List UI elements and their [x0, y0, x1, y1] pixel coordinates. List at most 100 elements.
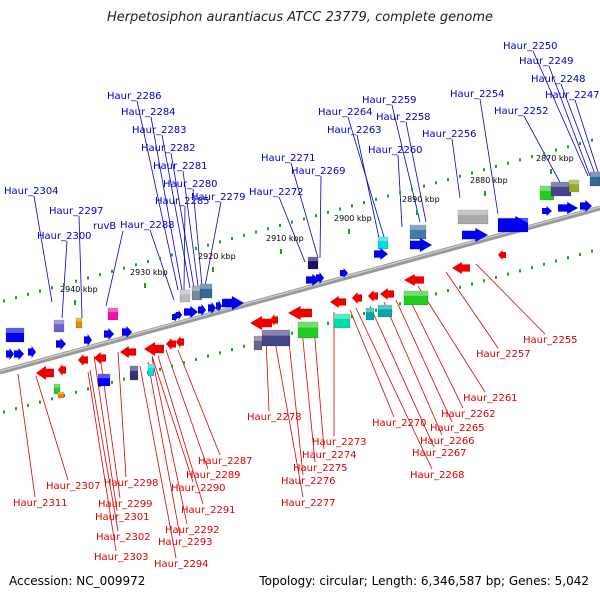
- gene-block[interactable]: [365, 307, 375, 321]
- reverse-gene-arrow[interactable]: [288, 306, 312, 320]
- bottom-gene-label[interactable]: Haur_2293: [158, 537, 213, 548]
- top-gene-label[interactable]: Haur_2247: [545, 90, 600, 101]
- reverse-gene-arrow[interactable]: [380, 288, 394, 300]
- gene-block[interactable]: [179, 289, 191, 303]
- bottom-gene-label[interactable]: Haur_2261: [463, 393, 518, 404]
- gene-block[interactable]: [53, 319, 65, 333]
- forward-gene-arrow[interactable]: [104, 328, 114, 340]
- forward-gene-arrow[interactable]: [374, 248, 388, 260]
- bottom-gene-label[interactable]: Haur_2257: [476, 349, 531, 360]
- bottom-gene-label[interactable]: Haur_2290: [171, 483, 226, 494]
- gene-block[interactable]: [403, 290, 429, 306]
- bottom-gene-label[interactable]: Haur_2262: [441, 409, 496, 420]
- gene-block[interactable]: [457, 209, 489, 225]
- bottom-gene-label[interactable]: Haur_2278: [247, 412, 302, 423]
- gene-block[interactable]: [377, 236, 389, 250]
- top-gene-label[interactable]: Haur_2304: [4, 186, 59, 197]
- bottom-gene-label[interactable]: Haur_2292: [165, 525, 220, 536]
- gene-block[interactable]: [409, 224, 427, 240]
- bottom-gene-label[interactable]: Haur_2301: [95, 512, 150, 523]
- reverse-gene-arrow[interactable]: [78, 354, 88, 366]
- reverse-gene-arrow[interactable]: [270, 314, 278, 326]
- forward-gene-arrow[interactable]: [498, 216, 528, 230]
- top-gene-label[interactable]: Haur_2283: [132, 125, 187, 136]
- forward-gene-arrow[interactable]: [198, 304, 206, 316]
- forward-gene-arrow[interactable]: [462, 228, 488, 242]
- top-gene-label[interactable]: Haur_2281: [153, 161, 208, 172]
- forward-gene-arrow[interactable]: [84, 334, 92, 346]
- gene-block[interactable]: [377, 304, 393, 318]
- forward-gene-arrow[interactable]: [558, 202, 578, 214]
- forward-gene-arrow[interactable]: [172, 312, 178, 322]
- top-gene-label[interactable]: Haur_2250: [503, 41, 558, 52]
- bottom-gene-label[interactable]: Haur_2265: [430, 423, 485, 434]
- top-gene-label[interactable]: Haur_2271: [261, 153, 316, 164]
- bottom-gene-label[interactable]: Haur_2266: [420, 436, 475, 447]
- top-gene-label[interactable]: Haur_2269: [291, 166, 346, 177]
- top-gene-label[interactable]: Haur_2258: [376, 112, 431, 123]
- gene-block[interactable]: [297, 321, 319, 339]
- gene-block[interactable]: [129, 365, 139, 381]
- top-gene-label[interactable]: Haur_2272: [249, 187, 304, 198]
- top-gene-label[interactable]: Haur_2256: [422, 129, 477, 140]
- gene-block[interactable]: [75, 317, 83, 329]
- forward-gene-arrow[interactable]: [306, 274, 320, 286]
- bottom-gene-label[interactable]: Haur_2303: [94, 552, 149, 563]
- gene-block[interactable]: [53, 383, 61, 395]
- gene-block[interactable]: [333, 313, 351, 329]
- reverse-gene-arrow[interactable]: [166, 338, 176, 350]
- gene-block[interactable]: [107, 307, 119, 321]
- bottom-gene-label[interactable]: Haur_2287: [198, 456, 253, 467]
- forward-gene-arrow[interactable]: [216, 300, 222, 312]
- bottom-gene-label[interactable]: Haur_2289: [186, 470, 241, 481]
- top-gene-label[interactable]: ruvB: [93, 221, 116, 232]
- forward-gene-arrow[interactable]: [542, 206, 552, 216]
- bottom-gene-label[interactable]: Haur_2291: [181, 505, 236, 516]
- reverse-gene-arrow[interactable]: [94, 352, 106, 364]
- bottom-gene-label[interactable]: Haur_2267: [412, 448, 467, 459]
- reverse-gene-arrow[interactable]: [176, 336, 184, 348]
- top-gene-label[interactable]: Haur_2286: [107, 91, 162, 102]
- gene-block[interactable]: [199, 283, 213, 299]
- top-gene-label[interactable]: Haur_2259: [362, 95, 417, 106]
- top-gene-label[interactable]: Haur_2264: [318, 107, 373, 118]
- bottom-gene-label[interactable]: Haur_2294: [154, 559, 209, 570]
- gene-block[interactable]: [97, 373, 111, 387]
- bottom-gene-label[interactable]: Haur_2307: [46, 481, 101, 492]
- forward-gene-arrow[interactable]: [208, 302, 216, 314]
- forward-gene-arrow[interactable]: [580, 200, 592, 212]
- top-gene-label[interactable]: Haur_2249: [519, 56, 574, 67]
- reverse-gene-arrow[interactable]: [452, 262, 470, 274]
- top-gene-label[interactable]: Haur_2280: [163, 179, 218, 190]
- bottom-gene-label[interactable]: Haur_2268: [410, 470, 465, 481]
- top-gene-label[interactable]: Haur_2260: [368, 145, 423, 156]
- forward-gene-arrow[interactable]: [122, 326, 132, 338]
- forward-gene-arrow[interactable]: [6, 348, 14, 360]
- bottom-gene-label[interactable]: Haur_2277: [281, 498, 336, 509]
- reverse-gene-arrow[interactable]: [404, 274, 424, 286]
- bottom-gene-label[interactable]: Haur_2311: [13, 498, 68, 509]
- top-gene-label[interactable]: Haur_2300: [37, 231, 92, 242]
- forward-gene-arrow[interactable]: [56, 338, 66, 350]
- gene-block[interactable]: [5, 327, 25, 343]
- reverse-gene-arrow[interactable]: [120, 346, 136, 358]
- gene-block[interactable]: [307, 256, 319, 270]
- bottom-gene-label[interactable]: Haur_2302: [96, 532, 151, 543]
- top-gene-label[interactable]: Haur_2282: [141, 143, 196, 154]
- gene-block[interactable]: [253, 335, 263, 351]
- forward-gene-arrow[interactable]: [184, 306, 198, 318]
- forward-gene-arrow[interactable]: [28, 346, 36, 358]
- gene-block[interactable]: [147, 363, 155, 377]
- top-gene-label[interactable]: Haur_2252: [494, 106, 549, 117]
- gene-block[interactable]: [589, 171, 600, 187]
- reverse-gene-arrow[interactable]: [58, 364, 66, 376]
- bottom-gene-label[interactable]: Haur_2275: [293, 463, 348, 474]
- bottom-gene-label[interactable]: Haur_2276: [281, 476, 336, 487]
- forward-gene-arrow[interactable]: [340, 268, 348, 278]
- bottom-gene-label[interactable]: Haur_2274: [302, 450, 357, 461]
- gene-block[interactable]: [568, 179, 580, 193]
- reverse-gene-arrow[interactable]: [498, 250, 506, 260]
- reverse-gene-arrow[interactable]: [144, 342, 164, 356]
- top-gene-label[interactable]: Haur_2297: [49, 206, 104, 217]
- forward-gene-arrow[interactable]: [410, 238, 432, 252]
